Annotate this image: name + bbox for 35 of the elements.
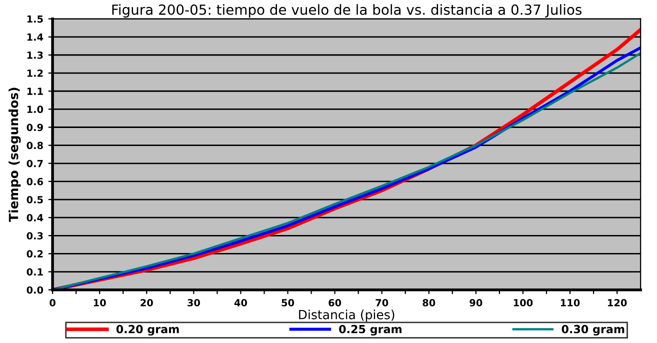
chart-title: Figura 200-05: tiempo de vuelo de la bola vs. distancia a 0.37 Julios [112, 4, 582, 18]
x-tick-label: 60 [328, 299, 342, 306]
y-tick-label: 0.7 [26, 160, 43, 168]
x-axis-title: Distancia (pies) [299, 310, 394, 322]
y-tick-label: 1.2 [27, 70, 43, 77]
y-axis-title: Tiempo (segundos) [8, 88, 21, 222]
y-tick-label: 0.8 [26, 142, 43, 150]
y-tick-label: 0.5 [26, 196, 43, 204]
y-tick-label: 1.3 [27, 51, 43, 59]
x-tick-label: 50 [282, 299, 294, 306]
x-tick-label: 40 [234, 299, 248, 306]
x-tick-label: 30 [188, 299, 200, 306]
x-tick-label: 0 [50, 299, 56, 306]
x-tick-label: 110 [560, 299, 580, 306]
x-tick-label: 20 [140, 299, 153, 306]
x-tick-label: 120 [608, 299, 627, 306]
y-tick-label: 1.4 [27, 34, 44, 41]
y-tick-label: 0.2 [26, 250, 43, 258]
legend-label: 0.20 gram [116, 324, 179, 336]
x-tick-label: 80 [422, 299, 436, 306]
y-tick-label: 1.1 [27, 88, 43, 95]
y-tick-label: 0.4 [26, 214, 44, 222]
y-tick-label: 0.9 [26, 124, 43, 132]
legend-label: 0.30 gram [562, 324, 624, 336]
legend-label: 0.25 gram [339, 324, 402, 336]
x-tick-label: 10 [94, 299, 106, 306]
x-tick-label: 70 [376, 299, 388, 306]
y-tick-label: 1.5 [27, 15, 43, 23]
y-tick-label: 0.6 [26, 178, 44, 186]
y-tick-label: 0.3 [26, 232, 43, 240]
y-tick-label: 1.0 [27, 106, 44, 114]
y-tick-label: 0.0 [26, 286, 44, 294]
y-tick-label: 0.1 [26, 268, 43, 276]
x-tick-label: 100 [514, 299, 533, 306]
x-tick-label: 90 [470, 299, 482, 306]
